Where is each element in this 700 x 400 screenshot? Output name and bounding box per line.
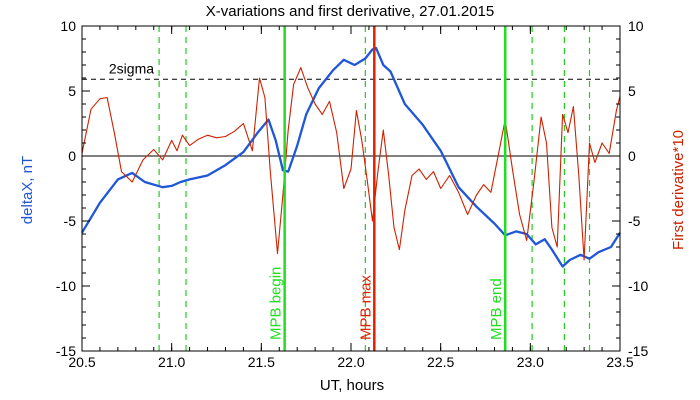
mpb-marker-label-end: MPB end: [488, 278, 505, 340]
mpb-marker-label-begin: MPB begin: [268, 267, 285, 340]
mpb-marker-label-max: MPB max: [357, 274, 374, 340]
y-tick-label-right-3: -5: [628, 213, 641, 229]
y-tick-label-left-2: 0: [68, 148, 76, 164]
series-line-deltaX: [81, 46, 621, 268]
y-tick-label-right-2: 0: [628, 148, 636, 164]
y-tick-label-right-4: -10: [628, 278, 648, 294]
x-tick-label-4: 22.5: [427, 354, 454, 370]
plot-area: 2sigma MPB begin MPB max MPB end 20.5 21.0 21.…: [56, 18, 649, 370]
x-tick-label-1: 21.0: [158, 354, 185, 370]
y-axis-label-right: First derivative*10: [670, 130, 687, 250]
x-axis-label: UT, hours: [320, 377, 384, 394]
x-tick-label-0: 20.5: [68, 354, 95, 370]
x-tick-label-3: 22.0: [337, 354, 364, 370]
y-axis-label-left: deltaX, nT: [19, 156, 36, 224]
y-tick-label-left-4: -10: [56, 278, 76, 294]
y-tick-label-left-3: -5: [64, 213, 77, 229]
y-tick-label-right-5: -15: [628, 343, 648, 359]
x-tick-label-2: 21.5: [248, 354, 275, 370]
y-tick-label-left-0: 10: [60, 18, 76, 34]
y-tick-label-right-1: 5: [628, 83, 636, 99]
x-tick-label-6: 23.5: [606, 354, 633, 370]
y-tick-label-left-5: -15: [56, 343, 76, 359]
x-tick-label-5: 23.0: [517, 354, 544, 370]
series-line-derivative: [81, 67, 621, 261]
y-tick-label-right-0: 10: [628, 18, 644, 34]
chart-title: X-variations and first derivative, 27.01…: [206, 3, 495, 20]
y-tick-label-left-1: 5: [68, 83, 76, 99]
sigma-label: 2sigma: [109, 60, 154, 76]
